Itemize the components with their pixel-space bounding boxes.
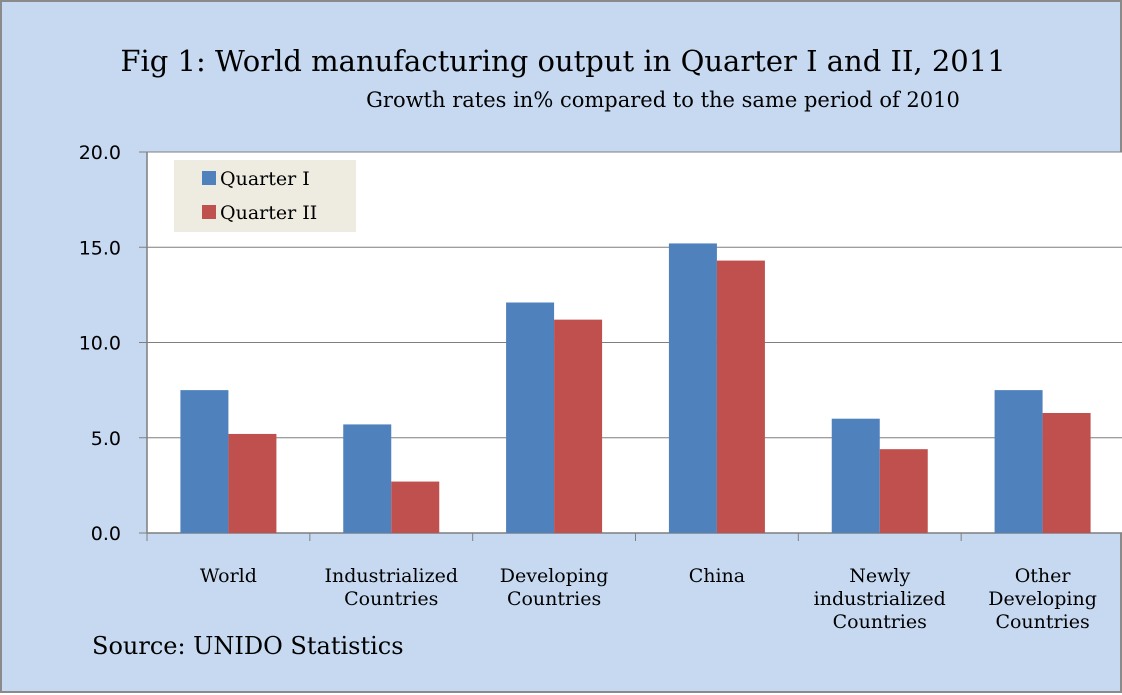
x-category-label: Industrialized bbox=[324, 565, 458, 587]
bar-quarter-1 bbox=[994, 390, 1043, 533]
x-category-label: Newly bbox=[849, 565, 910, 587]
x-category-label: Countries bbox=[344, 588, 438, 610]
x-category-label: Countries bbox=[995, 611, 1089, 633]
bar-quarter-1 bbox=[180, 390, 229, 533]
x-category-label: Developing bbox=[988, 588, 1097, 610]
bar-quarter-2 bbox=[716, 260, 765, 533]
bar-quarter-1 bbox=[668, 243, 717, 533]
legend-label: Quarter I bbox=[220, 168, 310, 190]
chart-subtitle: Growth rates in% compared to the same pe… bbox=[366, 88, 960, 112]
y-tick-label: 15.0 bbox=[79, 237, 121, 259]
bar-quarter-2 bbox=[1042, 412, 1091, 533]
x-category-label: Countries bbox=[507, 588, 601, 610]
bar-quarter-2 bbox=[228, 433, 277, 533]
chart-title: Fig 1: World manufacturing output in Qua… bbox=[120, 44, 1006, 78]
bar-quarter-1 bbox=[506, 302, 555, 533]
bar-quarter-2 bbox=[554, 319, 603, 533]
y-tick-label: 10.0 bbox=[79, 333, 121, 355]
y-tick-label: 20.0 bbox=[79, 142, 121, 164]
y-tick-label: 5.0 bbox=[91, 428, 121, 450]
x-category-label: Countries bbox=[833, 611, 927, 633]
x-category-label: China bbox=[689, 565, 745, 587]
x-category-label: Developing bbox=[500, 565, 609, 587]
x-category-label: industrialized bbox=[814, 588, 946, 610]
legend-swatch bbox=[202, 205, 216, 219]
bar-quarter-2 bbox=[879, 449, 928, 533]
bar-quarter-2 bbox=[391, 481, 440, 533]
x-category-label: World bbox=[200, 565, 257, 587]
x-category-label: Other bbox=[1015, 565, 1072, 587]
bar-quarter-1 bbox=[343, 424, 392, 533]
legend-swatch bbox=[202, 171, 216, 185]
y-tick-label: 0.0 bbox=[91, 523, 121, 545]
legend-label: Quarter II bbox=[220, 202, 317, 224]
source-note: Source: UNIDO Statistics bbox=[92, 632, 404, 660]
bar-quarter-1 bbox=[831, 418, 880, 533]
